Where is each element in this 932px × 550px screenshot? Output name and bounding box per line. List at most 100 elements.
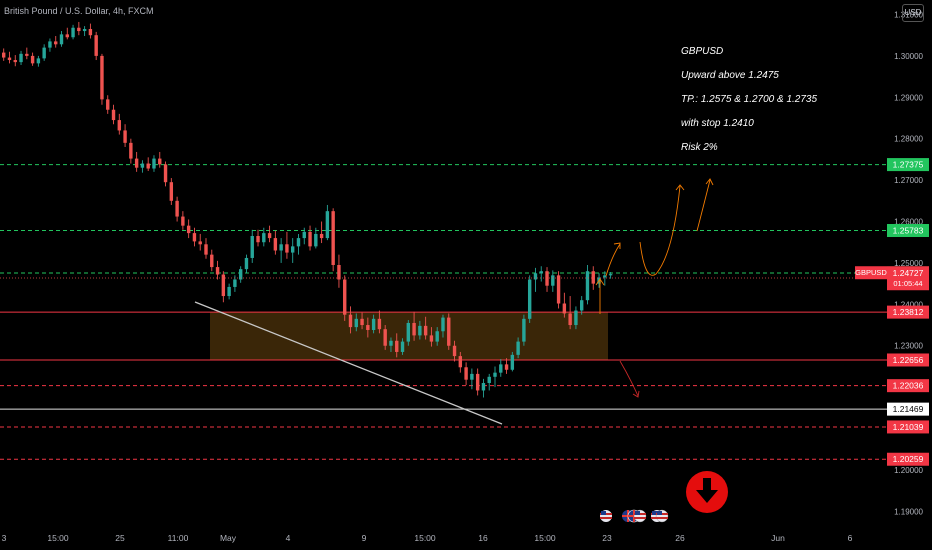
candle[interactable] [2,52,6,58]
candle[interactable] [25,53,29,56]
candle[interactable] [377,318,382,330]
candle[interactable] [192,233,197,242]
candle[interactable] [441,317,445,332]
candle[interactable] [504,364,509,370]
candle[interactable] [366,325,370,331]
candle[interactable] [360,318,364,326]
candle[interactable] [267,233,272,239]
candle[interactable] [163,164,168,183]
trade-annotation[interactable]: GBPUSD Upward above 1.2475 TP.: 1.2575 &… [681,40,817,160]
candle[interactable] [30,55,35,64]
candle[interactable] [106,99,110,110]
candle[interactable] [238,269,243,280]
candle[interactable] [308,231,312,247]
candle[interactable] [412,322,416,336]
candle[interactable] [395,340,399,352]
candle[interactable] [198,241,202,245]
price-level-badge[interactable] [887,402,929,416]
candle[interactable] [59,34,64,45]
trendline[interactable] [194,301,503,425]
price-level-badge[interactable] [887,379,929,393]
price-level-badge[interactable] [887,353,929,367]
candle[interactable] [129,142,133,159]
candle[interactable] [603,275,607,278]
candle[interactable] [337,265,341,280]
candle[interactable] [574,310,578,326]
candle[interactable] [354,318,358,328]
candle[interactable] [591,271,595,284]
candle[interactable] [123,130,127,143]
candle[interactable] [169,182,174,201]
candle[interactable] [250,236,254,258]
price-level-badge[interactable] [887,452,929,466]
candle[interactable] [175,200,179,217]
candle[interactable] [568,313,572,326]
candle[interactable] [262,233,266,243]
candle[interactable] [343,279,347,315]
candle[interactable] [499,364,503,373]
candle[interactable] [539,271,543,274]
candle[interactable] [608,274,613,276]
projection-curve-2[interactable] [639,185,681,276]
candle[interactable] [279,244,283,251]
price-level-badge[interactable] [887,420,929,434]
candle[interactable] [580,300,584,311]
candle[interactable] [400,341,405,352]
candle[interactable] [527,279,532,319]
us-flag-icon[interactable] [633,509,647,523]
candle[interactable] [227,286,231,297]
candle[interactable] [551,275,555,286]
candle[interactable] [510,354,515,370]
current-price-badge[interactable] [887,266,929,291]
projection-curve-1[interactable] [605,243,621,277]
candle[interactable] [36,58,41,64]
projection-curve-3[interactable] [696,179,711,232]
current-symbol-badge[interactable] [855,266,887,280]
candle[interactable] [296,238,301,247]
candle[interactable] [285,244,289,253]
candle[interactable] [319,233,324,239]
candle[interactable] [256,236,260,243]
candle[interactable] [516,341,520,355]
candle[interactable] [493,372,497,377]
down-arrow-icon[interactable] [686,471,728,513]
candle[interactable] [204,244,208,255]
candle[interactable] [215,267,220,275]
candle[interactable] [371,318,376,331]
candle[interactable] [77,27,81,32]
candle[interactable] [481,383,486,391]
candle[interactable] [389,340,393,346]
candle[interactable] [146,163,150,169]
candle[interactable] [291,246,295,253]
price-level-badge[interactable] [887,305,929,319]
candle[interactable] [71,27,75,38]
candle[interactable] [475,373,480,391]
candle[interactable] [221,274,226,297]
candle[interactable] [186,225,191,234]
candle[interactable] [331,211,335,265]
us-flag-icon[interactable] [600,510,612,522]
candle[interactable] [13,60,17,63]
candle[interactable] [314,233,318,247]
candle[interactable] [181,216,185,226]
candle[interactable] [210,254,214,268]
candle[interactable] [48,41,52,48]
candle[interactable] [458,356,463,368]
currency-button[interactable]: USD [902,4,924,22]
candle[interactable] [418,325,422,336]
candle[interactable] [348,314,353,328]
stop-arrow[interactable] [619,360,639,397]
candle[interactable] [88,28,93,36]
candle[interactable] [7,57,12,61]
candle[interactable] [19,53,23,63]
candle[interactable] [545,271,549,286]
candle[interactable] [140,163,145,168]
candle[interactable] [117,120,121,131]
us-flag-icon[interactable] [655,509,669,523]
candle[interactable] [556,275,561,304]
candle[interactable] [533,273,538,280]
candle[interactable] [383,329,387,346]
candle[interactable] [429,335,434,342]
candle[interactable] [100,55,104,100]
